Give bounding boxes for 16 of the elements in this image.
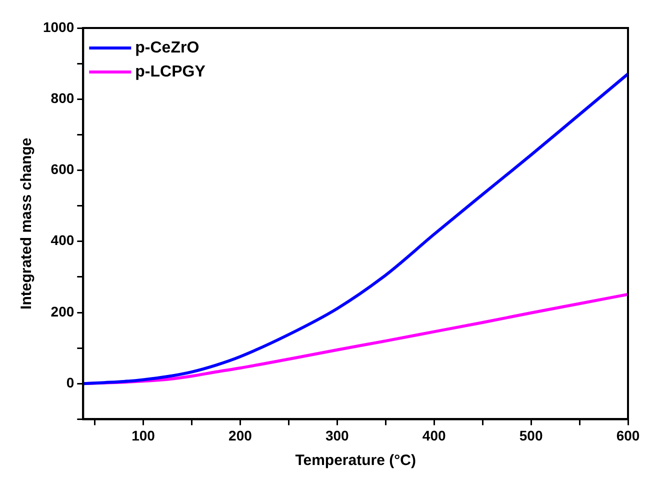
legend-label: p-LCPGY [135, 63, 206, 80]
x-tick-label: 100 [132, 427, 156, 444]
y-tick-label: 800 [50, 90, 74, 106]
y-tick-label: 400 [50, 232, 74, 248]
y-tick-label: 200 [50, 303, 74, 320]
x-tick-label: 200 [228, 427, 252, 444]
x-tick-label: 500 [519, 427, 543, 444]
y-tick-label: 600 [50, 161, 74, 178]
x-tick-label: 300 [325, 427, 350, 444]
x-axis-title: Temperature (°C) [295, 452, 416, 470]
legend-label: p-CeZrO [135, 39, 200, 56]
y-tick-label: 0 [66, 374, 74, 390]
x-tick-label: 400 [422, 427, 446, 444]
x-tick-label: 600 [616, 427, 640, 444]
y-axis-title: Integrated mass change [18, 138, 36, 310]
y-tick-label: 1000 [42, 18, 74, 35]
